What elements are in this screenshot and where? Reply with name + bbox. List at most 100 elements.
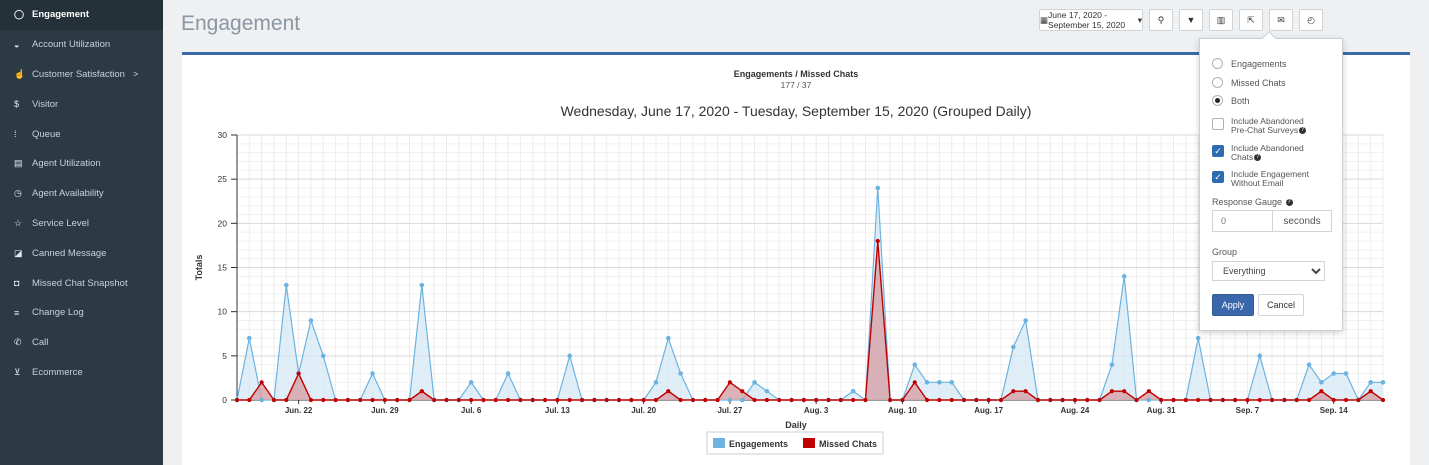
sidebar-item-label: Change Log xyxy=(32,307,84,319)
missed-chats-point xyxy=(1306,397,1312,403)
missed-chats-point xyxy=(653,397,659,403)
group-select[interactable]: Everything xyxy=(1212,261,1325,281)
missed-chats-point xyxy=(579,397,585,403)
missed-chats-point xyxy=(444,397,449,403)
missed-chats-point xyxy=(678,397,683,403)
engagements-point xyxy=(308,318,314,323)
engagements-point xyxy=(752,380,757,385)
sidebar-item-queue[interactable]: ⁞ Queue xyxy=(0,119,163,149)
missed-chats-point xyxy=(986,397,991,403)
sidebar-item-service-level[interactable]: ☆ Service Level xyxy=(0,209,163,239)
missed-chats-point xyxy=(395,397,400,403)
missed-chats-point xyxy=(530,397,535,403)
edit-icon: ◪ xyxy=(14,247,23,258)
camera-icon: ◘ xyxy=(14,278,20,289)
x-tick-label: Jul. 27 xyxy=(717,406,742,415)
y-axis-title: Totals xyxy=(194,255,204,281)
missed-chats-point xyxy=(567,397,572,403)
y-tick-label: 0 xyxy=(222,395,227,405)
sidebar-item-label: Engagement xyxy=(32,9,90,21)
missed-chats-point xyxy=(887,397,893,403)
engagements-point xyxy=(1023,318,1028,323)
apply-button[interactable]: Apply xyxy=(1212,294,1254,316)
missed-chats-point xyxy=(974,397,979,403)
engagements-point xyxy=(678,371,683,376)
checkbox[interactable] xyxy=(1212,118,1224,130)
chart-type-button[interactable]: ▥ xyxy=(1209,9,1233,31)
radio-both[interactable]: Both xyxy=(1212,95,1250,106)
missed-chats-point xyxy=(937,397,942,403)
sidebar-item-ecommerce[interactable]: ⊻ Ecommerce xyxy=(0,358,163,388)
missed-chats-point xyxy=(1097,397,1102,403)
missed-chats-point xyxy=(666,389,671,394)
sidebar-item-engagement[interactable]: ◯ Engagement xyxy=(0,0,163,30)
missed-chats-point xyxy=(863,397,868,403)
filter-button[interactable]: ▼ xyxy=(1179,9,1203,31)
email-button[interactable]: ✉ xyxy=(1269,9,1293,31)
missed-chats-point xyxy=(690,397,696,403)
x-tick-label: Jun. 22 xyxy=(285,406,313,415)
radio-missed-chats[interactable]: Missed Chats xyxy=(1212,77,1286,88)
sidebar-item-change-log[interactable]: ≡ Change Log xyxy=(0,298,163,328)
checkbox-include-engagement-without-email[interactable]: ✓ Include Engagement Without Email xyxy=(1212,170,1309,187)
phone-icon: ✆ xyxy=(14,337,22,348)
engagements-point xyxy=(283,282,289,288)
schedule-button[interactable]: ◴ xyxy=(1299,9,1323,31)
dashboard-icon: ◒ xyxy=(14,39,20,50)
sidebar-item-call[interactable]: ✆ Call xyxy=(0,328,163,358)
sidebar-item-missed-chat-snapshot[interactable]: ◘ Missed Chat Snapshot xyxy=(0,268,163,298)
radio-button[interactable] xyxy=(1212,58,1223,69)
x-tick-label: Sep. 14 xyxy=(1320,406,1349,415)
missed-chats-point xyxy=(616,397,622,403)
missed-chats-point xyxy=(814,397,819,403)
sidebar-item-visitor[interactable]: $ Visitor xyxy=(0,89,163,119)
search-button[interactable]: ⚲ xyxy=(1149,9,1173,31)
missed-chats-point xyxy=(382,397,387,403)
cancel-button[interactable]: Cancel xyxy=(1258,294,1304,316)
x-tick-label: Aug. 3 xyxy=(804,406,829,415)
help-icon: ? xyxy=(1299,126,1307,134)
response-gauge-group: seconds xyxy=(1212,210,1332,232)
export-icon: ⇱ xyxy=(1247,14,1255,25)
engagements-point xyxy=(739,397,745,403)
engagements-point xyxy=(1011,344,1016,350)
chat-bubble-icon: ◯ xyxy=(14,9,25,20)
missed-chats-point xyxy=(407,397,412,403)
radio-button[interactable] xyxy=(1212,77,1223,88)
sidebar-item-canned-message[interactable]: ◪ Canned Message xyxy=(0,238,163,268)
sidebar-item-agent-utilization[interactable]: ▤ Agent Utilization xyxy=(0,149,163,179)
date-range-button[interactable]: ▦ June 17, 2020 - September 15, 2020 ▾ xyxy=(1039,9,1143,31)
missed-chats-point xyxy=(875,238,880,244)
chart-title: Engagements / Missed Chats xyxy=(734,69,859,79)
sidebar-item-agent-availability[interactable]: ◷ Agent Availability xyxy=(0,179,163,209)
sidebar-item-customer-satisfaction[interactable]: ☝ Customer Satisfaction > xyxy=(0,60,163,90)
sidebar-item-account-utilization[interactable]: ◒ Account Utilization xyxy=(0,30,163,60)
radio-button[interactable] xyxy=(1212,95,1223,106)
checkbox[interactable]: ✓ xyxy=(1212,145,1224,157)
checkbox-include-abandoned-pre-chat-surveys[interactable]: Include Abandoned Pre-Chat Surveys? xyxy=(1212,117,1307,134)
response-gauge-input[interactable] xyxy=(1213,211,1273,231)
engagements-point xyxy=(567,353,573,359)
y-tick-label: 20 xyxy=(218,218,228,228)
missed-chats-point xyxy=(1343,397,1349,403)
engagements-point xyxy=(912,362,918,367)
engagements-point xyxy=(1319,380,1324,385)
missed-chats-point xyxy=(998,397,1004,403)
dollar-icon: $ xyxy=(14,99,20,110)
missed-chats-point xyxy=(641,397,646,403)
checkbox-include-abandoned-chats[interactable]: ✓ Include Abandoned Chats? xyxy=(1212,144,1304,161)
checkbox[interactable]: ✓ xyxy=(1212,171,1224,183)
missed-chats-point xyxy=(1109,389,1115,394)
sidebar-item-label: Customer Satisfaction xyxy=(32,68,125,80)
missed-chats-point xyxy=(1122,389,1127,394)
engagements-point xyxy=(850,388,856,394)
missed-chats-point xyxy=(321,397,326,403)
missed-chats-point xyxy=(1196,397,1201,403)
missed-chats-point xyxy=(308,397,314,403)
engagements-point xyxy=(727,397,733,403)
sidebar-item-label: Canned Message xyxy=(32,247,107,259)
export-button[interactable]: ⇱ xyxy=(1239,9,1263,31)
engagements-point xyxy=(1121,274,1127,279)
x-tick-label: Jun. 29 xyxy=(371,406,399,415)
radio-engagements[interactable]: Engagements xyxy=(1212,58,1287,69)
